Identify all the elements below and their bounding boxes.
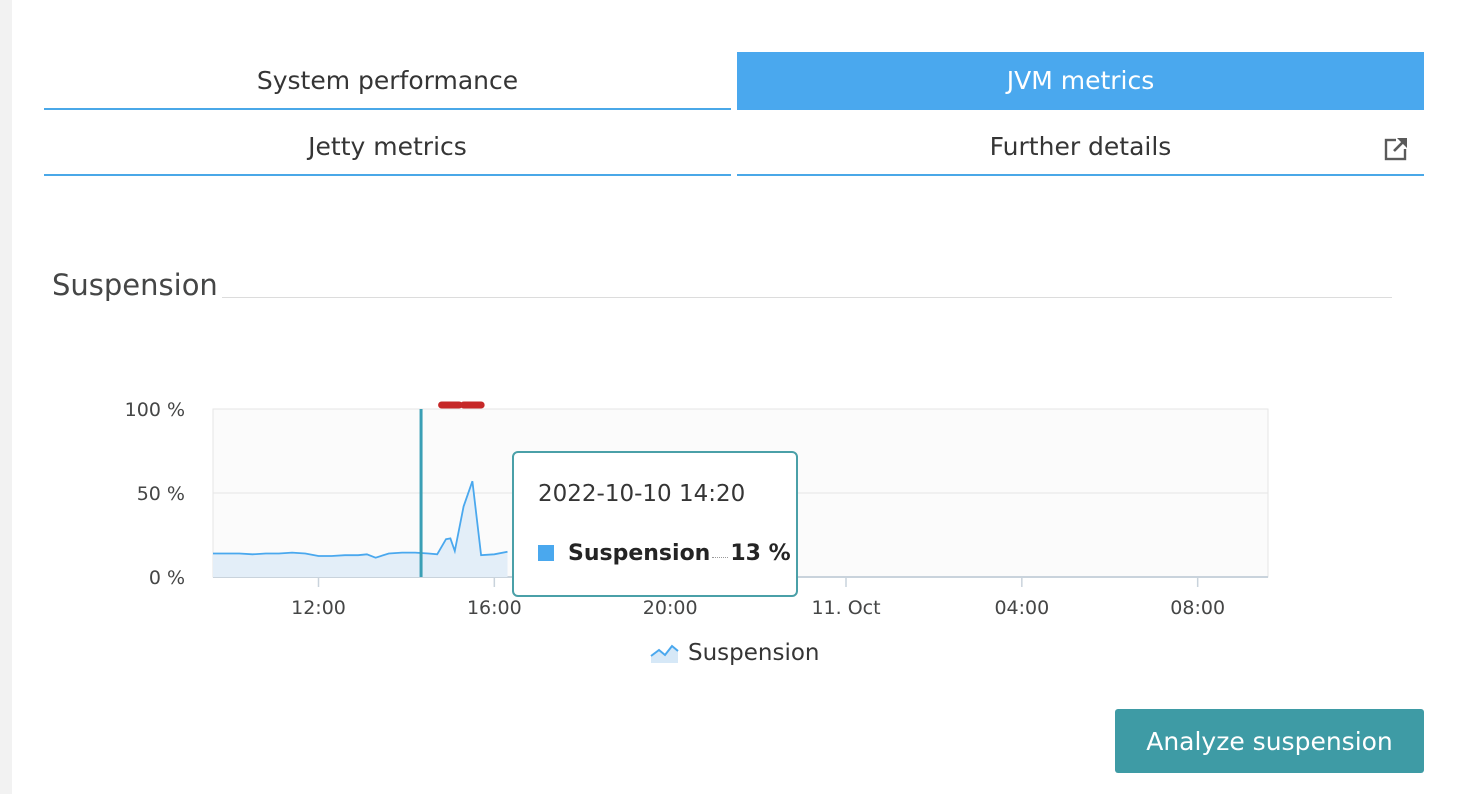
y-tick-label: 0 % [149, 567, 185, 589]
tooltip-series-name: Suspension [568, 541, 711, 566]
external-link-icon[interactable] [1384, 135, 1410, 161]
analyze-suspension-button[interactable]: Analyze suspension [1115, 709, 1424, 773]
y-tick-label: 50 % [137, 483, 185, 505]
tab-system-performance[interactable]: System performance [44, 52, 731, 110]
tooltip-series-swatch [538, 545, 554, 561]
tab-label: Further details [989, 132, 1172, 161]
tooltip-value: 13 % [730, 541, 791, 566]
chart-legend[interactable]: Suspension [650, 640, 820, 666]
area-chart-icon [650, 644, 679, 663]
x-tick-label: 08:00 [1170, 597, 1225, 619]
tooltip-time: 2022-10-10 14:20 [538, 481, 746, 507]
tab-label: JVM metrics [1006, 66, 1155, 95]
tab-jvm-metrics[interactable]: JVM metrics [737, 52, 1424, 110]
section-divider [222, 297, 1392, 298]
legend-label: Suspension [688, 640, 820, 666]
x-tick-label: 04:00 [994, 597, 1049, 619]
series-line [213, 480, 508, 559]
x-tick-label: 20:00 [643, 597, 698, 619]
tab-label: System performance [256, 66, 519, 95]
chart-tooltip: 2022-10-10 14:20 Suspension 13 % [512, 451, 798, 597]
jvm-panel [12, 0, 1458, 794]
tooltip-leader-dots [712, 557, 729, 558]
tab-further-details[interactable]: Further details [737, 118, 1424, 176]
tab-label: Jetty metrics [308, 132, 467, 161]
x-tick-label: 16:00 [467, 597, 522, 619]
tab-jetty-metrics[interactable]: Jetty metrics [44, 118, 731, 176]
x-tick-label: 11. Oct [811, 597, 880, 619]
x-tick-label: 12:00 [291, 597, 346, 619]
y-tick-label: 100 % [125, 399, 185, 421]
section-title: Suspension [52, 268, 218, 302]
tooltip-row: Suspension 13 % [538, 541, 791, 566]
